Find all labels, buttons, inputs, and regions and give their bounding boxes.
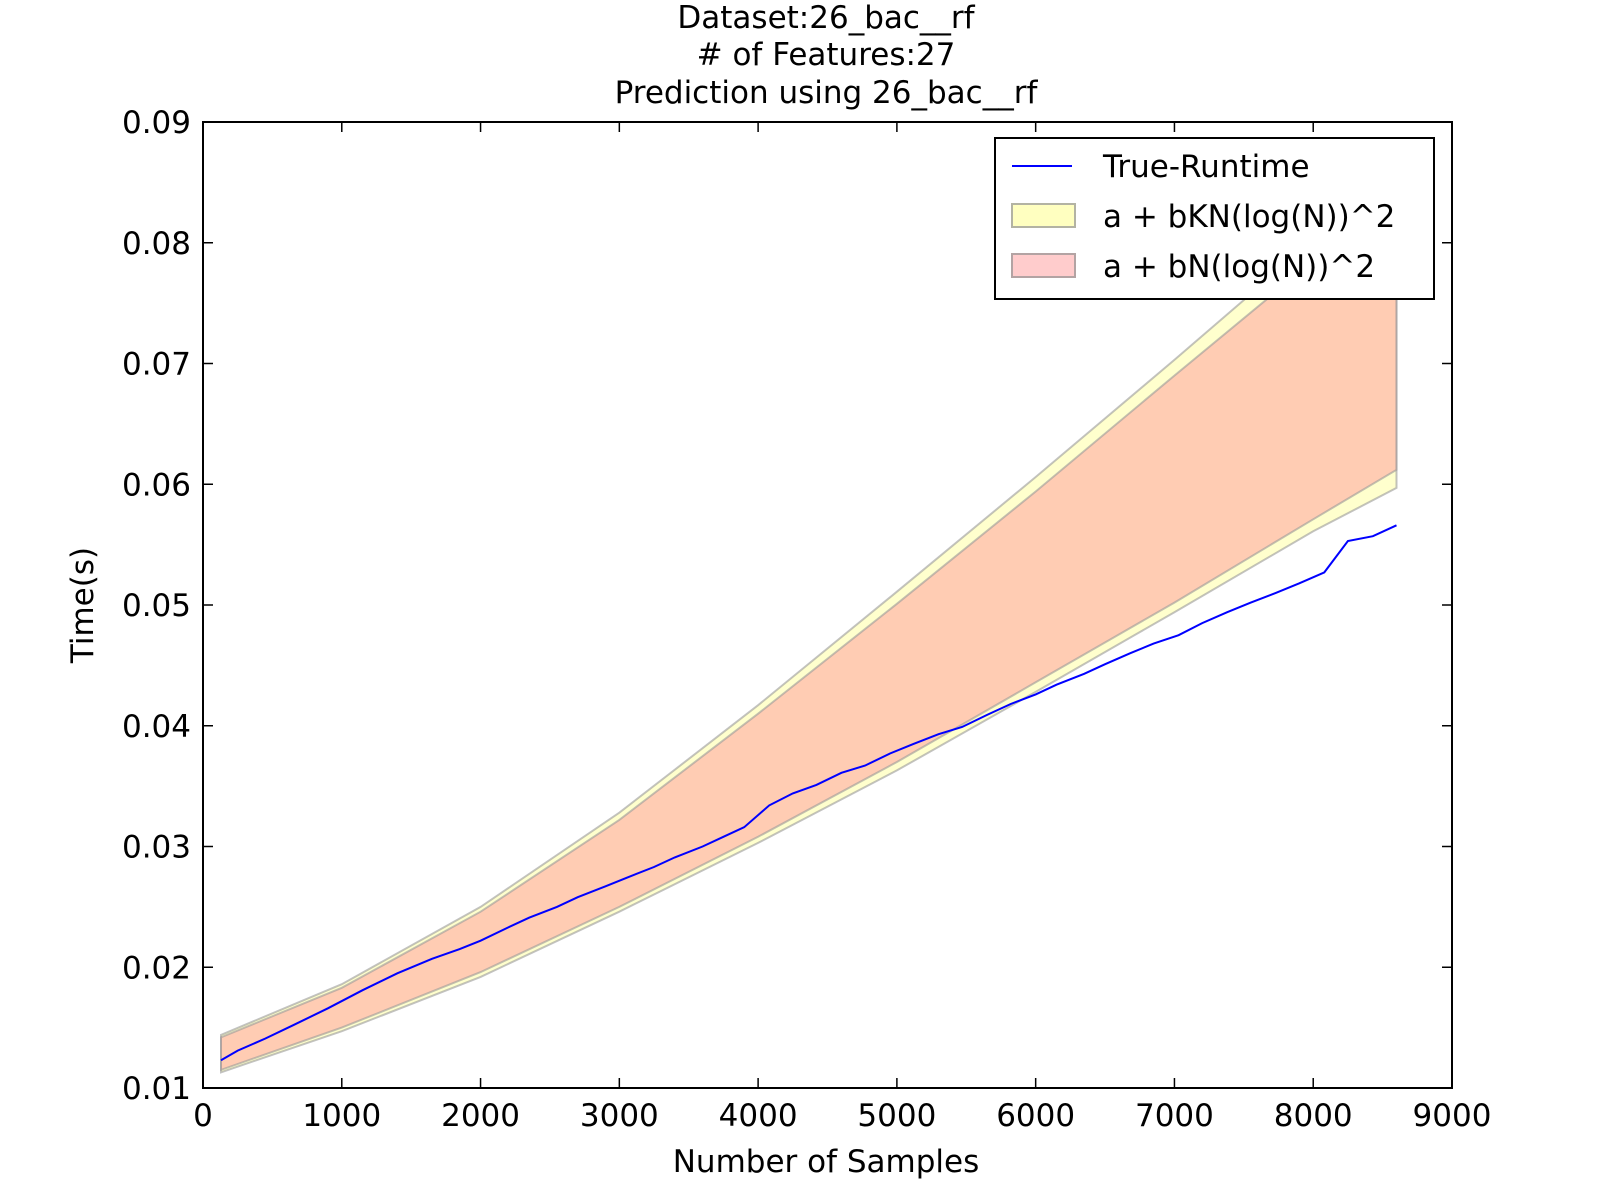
legend: True-Runtime a + bKN(log(N))^2 a + bN(lo… — [994, 137, 1435, 300]
y-tick-label: 0.09 — [122, 105, 191, 141]
x-tick-label: 8000 — [1274, 1098, 1353, 1134]
y-tick-label: 0.08 — [122, 226, 191, 262]
y-tick-label: 0.03 — [122, 830, 191, 866]
y-tick-label: 0.04 — [122, 709, 191, 745]
x-tick-label: 0 — [193, 1098, 213, 1134]
legend-label-true-runtime: True-Runtime — [1102, 149, 1310, 185]
x-axis-label: Number of Samples — [673, 1144, 980, 1180]
axis-ticks: 0 1000 2000 3000 4000 5000 6000 7000 8000 9000 0.0… — [122, 105, 1491, 1134]
legend-label-bn: a + bN(log(N))^2 — [1103, 249, 1375, 285]
x-tick-label: 7000 — [1135, 1098, 1214, 1134]
x-tick-label: 4000 — [719, 1098, 798, 1134]
axes-frame — [202, 121, 1453, 1089]
legend-swatch-bn — [1011, 253, 1076, 278]
x-tick-label: 2000 — [441, 1098, 520, 1134]
y-tick-label: 0.07 — [122, 347, 191, 383]
y-tick-label: 0.05 — [122, 588, 191, 624]
x-tick-label: 5000 — [857, 1098, 936, 1134]
x-tick-label: 9000 — [1413, 1098, 1492, 1134]
legend-swatch-bkn — [1011, 203, 1076, 228]
title-line-dataset: Dataset:26_bac__rf — [677, 0, 975, 36]
band-bn-log-n-squared — [220, 186, 1398, 1072]
x-tick-label: 1000 — [302, 1098, 381, 1134]
legend-label-bkn: a + bKN(log(N))^2 — [1103, 199, 1395, 235]
x-tick-label: 3000 — [580, 1098, 659, 1134]
y-tick-label: 0.01 — [122, 1071, 191, 1107]
title-line-features: # of Features:27 — [697, 37, 956, 73]
y-axis-label: Time(s) — [65, 547, 101, 664]
chart-title: Dataset:26_bac__rf # of Features:27 Pred… — [615, 0, 1039, 111]
line-true-runtime — [220, 524, 1397, 1062]
y-tick-label: 0.02 — [122, 950, 191, 986]
plot-area — [220, 165, 1398, 1074]
x-tick-label: 6000 — [996, 1098, 1075, 1134]
title-line-prediction: Prediction using 26_bac__rf — [615, 75, 1039, 111]
y-tick-label: 0.06 — [122, 467, 191, 503]
band-bkn-log-n-squared — [220, 165, 1398, 1074]
